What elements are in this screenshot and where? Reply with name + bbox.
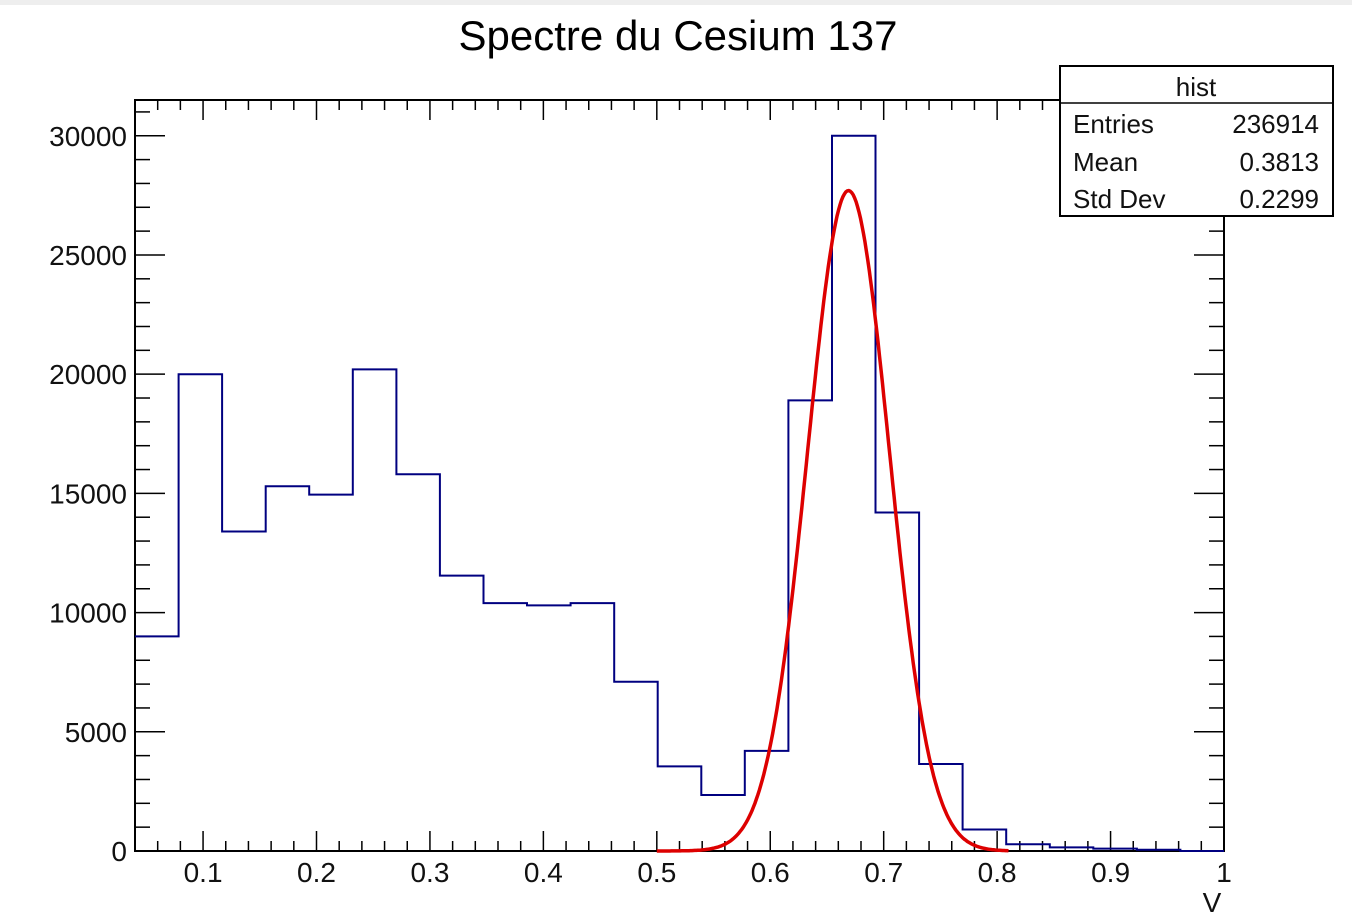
x-tick-label: 0.7 (864, 857, 903, 888)
top-bar (0, 0, 1352, 5)
gaussian-fit-curve (656, 188, 1009, 853)
y-tick-label: 10000 (49, 598, 127, 629)
x-tick-label: 0.6 (751, 857, 790, 888)
x-axis: 0.1 0.2 0.3 0.4 0.5 0.6 0.7 0.8 0.9 1 (134, 100, 1232, 888)
x-tick-label: 0.2 (297, 857, 336, 888)
stats-mean-label: Mean (1073, 147, 1138, 177)
y-tick-label: 30000 (49, 121, 127, 152)
x-axis-title: V (1203, 887, 1222, 914)
x-tick-label: 0.8 (978, 857, 1017, 888)
y-tick-label: 15000 (49, 478, 127, 509)
y-tick-label: 20000 (49, 359, 127, 390)
stats-stddev-label: Std Dev (1073, 184, 1166, 214)
y-tick-label: 0 (111, 836, 127, 867)
y-tick-label: 25000 (49, 240, 127, 271)
x-tick-label: 0.9 (1091, 857, 1130, 888)
stats-entries-value: 236914 (1232, 109, 1319, 139)
stats-box-frame (1059, 65, 1334, 217)
y-axis: 0 5000 10000 15000 20000 25000 30000 (49, 111, 1224, 867)
x-tick-label: 0.1 (184, 857, 223, 888)
y-axis-title: N (0, 99, 6, 119)
y-tick-label: 5000 (65, 717, 127, 748)
stats-entries-label: Entries (1073, 109, 1154, 139)
stats-box: hist Entries 236914 Mean 0.3813 Std Dev … (1059, 65, 1334, 217)
stats-stddev-value: 0.2299 (1239, 184, 1319, 214)
x-tick-label: 0.3 (410, 857, 449, 888)
x-tick-label: 0.5 (637, 857, 676, 888)
x-tick-label: 1 (1216, 857, 1232, 888)
stats-box-title: hist (1176, 72, 1217, 102)
histogram-series (135, 134, 1224, 852)
x-tick-label: 0.4 (524, 857, 563, 888)
stats-mean-value: 0.3813 (1239, 147, 1319, 177)
chart-title: Spectre du Cesium 137 (459, 12, 898, 59)
